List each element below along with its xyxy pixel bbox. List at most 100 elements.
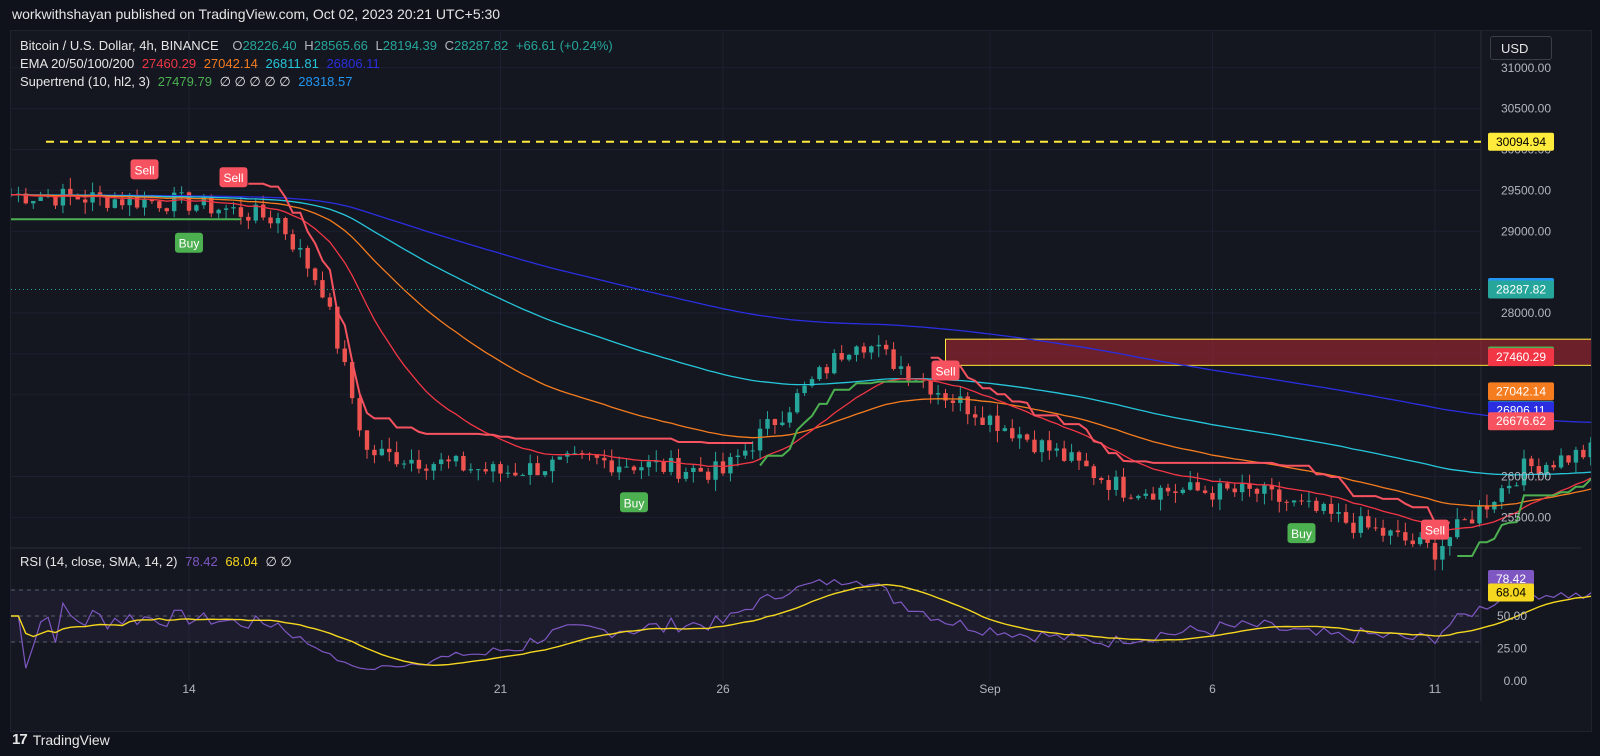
high-value: 28565.66 — [313, 38, 368, 53]
candle-body — [453, 455, 459, 462]
candle-body — [1284, 501, 1289, 503]
candle-body — [1395, 530, 1401, 533]
candle-body — [839, 353, 844, 360]
price-tag-label: 30094.94 — [1496, 135, 1546, 149]
candle-body — [246, 216, 251, 221]
candle-body — [705, 471, 711, 480]
candle-body — [461, 455, 466, 471]
currency-button[interactable]: USD — [1490, 36, 1552, 60]
candle-body — [231, 207, 236, 209]
candle-body — [171, 192, 177, 212]
candle-body — [305, 247, 310, 269]
close-value: 28287.82 — [454, 38, 509, 53]
candle-body — [387, 448, 392, 453]
candle-body — [980, 417, 985, 425]
candle-body — [1010, 428, 1015, 439]
candle-body — [654, 461, 659, 463]
price-tag — [1488, 348, 1554, 367]
candle-body — [164, 208, 169, 212]
time-axis-tick: Sep — [979, 682, 1001, 696]
price-tag — [1488, 280, 1554, 299]
candle-body — [1262, 485, 1267, 494]
candle-body — [535, 463, 540, 476]
candle-body — [60, 188, 66, 206]
candle-body — [846, 354, 852, 360]
candle-body — [854, 346, 859, 355]
candle-body — [995, 415, 1000, 431]
ema100-value: 26811.81 — [265, 56, 319, 71]
candle-body — [1299, 500, 1304, 502]
candle-body — [1432, 542, 1438, 560]
rsi-value: 78.42 — [185, 554, 218, 569]
ema-legend: EMA 20/50/100/200 27460.29 27042.14 2681… — [20, 56, 384, 71]
candle-body — [1366, 516, 1371, 528]
candle-body — [1403, 532, 1408, 541]
supertrend-value-2: 28318.57 — [298, 74, 353, 89]
candle-body — [1521, 458, 1527, 486]
symbol-legend: Bitcoin / U.S. Dollar, 4h, BINANCE O2822… — [20, 38, 617, 53]
sell-signal-badge — [130, 159, 159, 180]
candle-body — [631, 466, 637, 471]
candle-body — [134, 196, 140, 208]
candle-body — [1002, 428, 1008, 431]
candle-body — [1032, 439, 1037, 453]
candle-body — [1529, 458, 1534, 467]
candle-body — [290, 234, 296, 250]
candle-body — [179, 192, 184, 194]
candle-body — [1232, 488, 1237, 493]
candle-body — [557, 456, 563, 460]
rsi-legend: RSI (14, close, SMA, 14, 2) 78.42 68.04 … — [20, 554, 296, 570]
sell-signal-badge — [1421, 519, 1449, 540]
candle-body — [320, 280, 325, 298]
candle-body — [1380, 527, 1386, 536]
candle-body — [898, 366, 904, 369]
price-axis-tick: 29000.00 — [1501, 224, 1551, 238]
candle-body — [490, 464, 496, 472]
candle-body — [186, 192, 192, 211]
candle-body — [253, 204, 258, 221]
supertrend-down-line — [248, 182, 753, 444]
chart-panel[interactable]: SellSellBuyBuySellBuySellSellBuy31000.00… — [10, 30, 1592, 732]
candle-body — [765, 419, 770, 429]
candle-body — [1566, 455, 1571, 463]
candle-body — [97, 192, 103, 196]
candle-body — [698, 467, 703, 472]
tradingview-brand[interactable]: 17 TradingView — [12, 731, 110, 748]
candle-body — [335, 306, 340, 349]
candle-body — [1121, 476, 1126, 498]
candle-body — [1150, 493, 1156, 500]
candle-body — [950, 400, 956, 404]
sell-signal-label: Sell — [935, 365, 955, 379]
time-axis-tick: 11 — [1429, 682, 1442, 696]
candle-body — [1173, 491, 1178, 493]
chart-canvas[interactable]: SellSellBuyBuySellBuySellSellBuy31000.00… — [11, 31, 1591, 731]
rsi-axis-tick: 50.00 — [1497, 609, 1527, 623]
candle-body — [53, 196, 58, 206]
buy-signal-label: Buy — [179, 237, 200, 251]
candle-body — [1462, 519, 1467, 521]
candle-body — [327, 297, 333, 307]
supertrend-up-line — [1457, 478, 1591, 557]
candle-body — [283, 218, 288, 235]
candle-body — [1084, 460, 1089, 467]
price-tag-label: 26676.62 — [1496, 414, 1546, 428]
candle-body — [1469, 519, 1475, 524]
candle-body — [1128, 497, 1134, 499]
buy-signal-badge — [175, 232, 203, 253]
candle-body — [691, 467, 696, 473]
candle-body — [31, 200, 36, 204]
candle-body — [209, 195, 214, 214]
rsi-price-tag-label: 68.04 — [1496, 586, 1526, 600]
candle-body — [550, 459, 555, 472]
candle-body — [794, 393, 800, 413]
high-label: H — [304, 38, 314, 53]
candle-body — [238, 207, 244, 217]
candle-body — [38, 197, 43, 201]
candle-body — [1024, 434, 1030, 440]
publish-header: workwithshayan published on TradingView.… — [12, 6, 501, 22]
candle-body — [572, 453, 577, 455]
candle-body — [676, 457, 681, 479]
rsi-nulls: ∅ ∅ — [265, 554, 292, 569]
candle-body — [1484, 505, 1490, 510]
